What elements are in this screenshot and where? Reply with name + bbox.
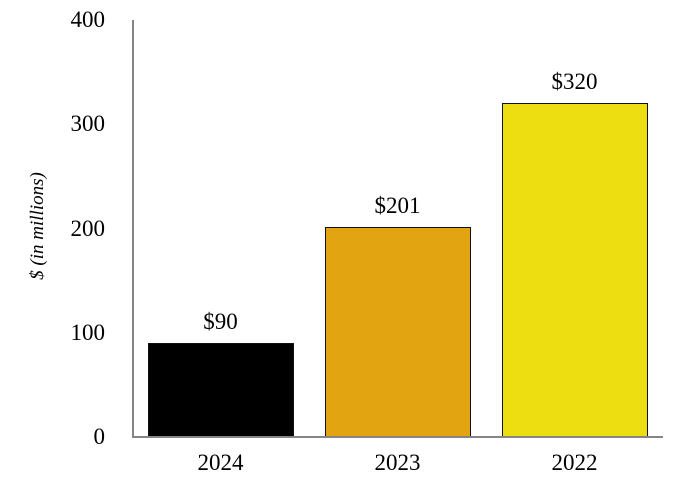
y-tick-label: 100 <box>70 319 106 345</box>
bar-value-label: $320 <box>551 69 598 95</box>
x-axis-line <box>132 436 663 438</box>
y-tick-label: 400 <box>70 7 106 32</box>
y-tick-label: 0 <box>93 424 106 449</box>
y-tick-label: 300 <box>70 111 106 137</box>
x-tick-label: 2024 <box>197 450 244 475</box>
bar-2024 <box>147 343 294 437</box>
bar-value-label: $90 <box>203 309 238 335</box>
x-tick-label: 2023 <box>374 450 421 475</box>
y-axis-line <box>132 20 134 438</box>
bar-value-label: $201 <box>374 193 421 219</box>
bar-2023 <box>324 227 471 437</box>
x-tick-label: 2022 <box>551 450 598 475</box>
bar-2022 <box>501 103 648 437</box>
y-tick-label: 200 <box>70 215 106 241</box>
